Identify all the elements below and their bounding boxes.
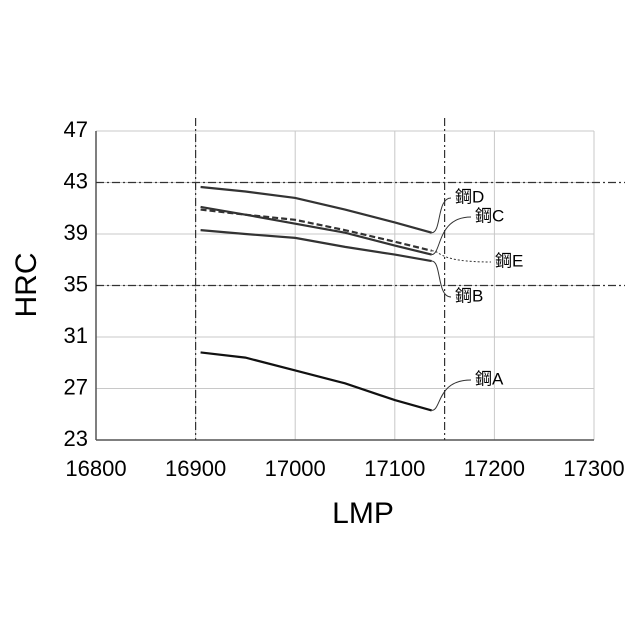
- x-tick-label: 17000: [265, 456, 326, 481]
- leader-line: [432, 198, 451, 233]
- series-label: 鋼A: [475, 369, 504, 388]
- y-tick-label: 39: [64, 220, 88, 245]
- series-line: [201, 187, 432, 233]
- y-tick-label: 35: [64, 271, 88, 296]
- series-line: [201, 207, 432, 255]
- x-tick-label: 16900: [165, 456, 226, 481]
- y-tick-label: 27: [64, 374, 88, 399]
- leader-line: [432, 380, 471, 410]
- y-tick-label: 43: [64, 168, 88, 193]
- x-axis-title: LMP: [332, 497, 394, 530]
- x-tick-label: 17100: [364, 456, 425, 481]
- series-label: 鋼E: [495, 251, 523, 270]
- series-line: [201, 352, 432, 410]
- leader-line: [432, 217, 471, 255]
- series-label: 鋼D: [455, 187, 484, 206]
- y-tick-label: 23: [64, 426, 88, 451]
- leader-line: [432, 251, 491, 262]
- series-label: 鋼C: [475, 206, 504, 225]
- series-line: [201, 210, 432, 251]
- chart: LMP HRC 16800 16900 17000 17100 17200 17300 23…: [0, 0, 640, 640]
- y-axis-title: HRC: [10, 253, 43, 318]
- series-label: 鋼B: [455, 286, 483, 305]
- leader-line: [432, 261, 451, 297]
- x-tick-label: 16800: [65, 456, 126, 481]
- y-tick-label: 31: [64, 323, 88, 348]
- x-tick-label: 17200: [464, 456, 525, 481]
- y-tick-label: 47: [64, 117, 88, 142]
- x-tick-label: 17300: [563, 456, 624, 481]
